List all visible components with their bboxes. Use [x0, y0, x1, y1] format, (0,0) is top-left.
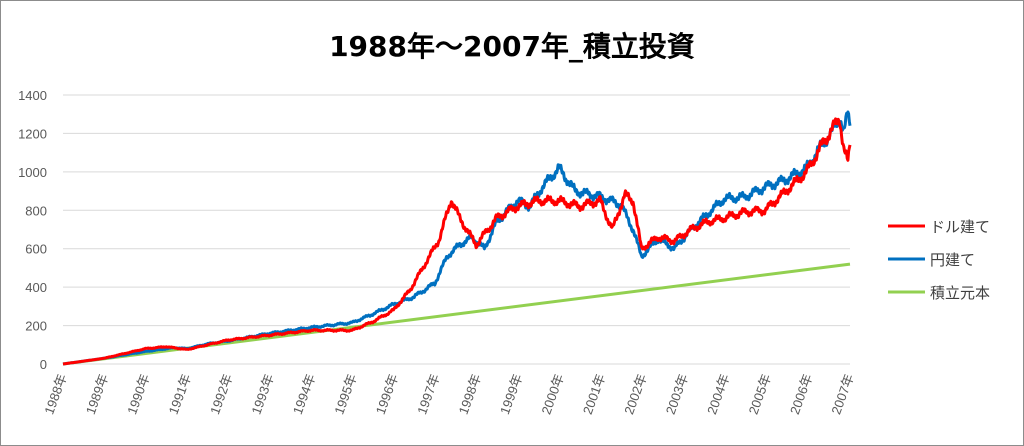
- gridlines: [63, 94, 850, 365]
- legend-label: ドル建て: [930, 218, 990, 236]
- x-tick-label: 2003年: [663, 372, 691, 417]
- y-tick-label: 1000: [18, 165, 47, 180]
- y-tick-label: 1200: [18, 126, 47, 141]
- y-tick-label: 400: [25, 280, 47, 295]
- x-tick-label: 1997年: [414, 372, 442, 417]
- series-line-0: [62, 117, 852, 366]
- series-line-1: [62, 110, 852, 366]
- x-tick-label: 1992年: [207, 372, 235, 417]
- series-lines: [62, 110, 852, 366]
- x-tick-label: 2006年: [787, 372, 815, 417]
- legend-label: 円建て: [930, 251, 975, 269]
- x-tick-label: 1996年: [373, 372, 401, 417]
- chart-title: 1988年～2007年_積立投資: [329, 30, 695, 63]
- x-tick-label: 2001年: [580, 372, 608, 417]
- y-tick-label: 1400: [18, 88, 47, 103]
- legend-label: 積立元本: [930, 284, 990, 302]
- x-tick-label: 1993年: [248, 372, 276, 417]
- x-tick-label: 2004年: [704, 372, 732, 417]
- x-tick-label: 2005年: [746, 372, 774, 417]
- y-tick-label: 200: [25, 319, 47, 334]
- x-tick-label: 1998年: [456, 372, 484, 417]
- x-tick-label: 1988年: [41, 372, 69, 417]
- x-tick-label: 1999年: [497, 372, 525, 417]
- y-tick-label: 0: [40, 357, 47, 372]
- x-tick-label: 2007年: [828, 372, 856, 417]
- x-tick-label: 1990年: [124, 372, 152, 417]
- x-axis-ticks: 1988年 1989年 1990年 1991年 1992年 1993年 1994年 1995年…: [41, 372, 856, 417]
- x-tick-label: 1994年: [290, 372, 318, 417]
- x-tick-label: 1989年: [83, 372, 111, 417]
- x-tick-label: 2002年: [621, 372, 649, 417]
- x-tick-label: 1991年: [166, 372, 194, 417]
- y-tick-label: 600: [25, 242, 47, 257]
- x-tick-label: 2000年: [538, 372, 566, 417]
- x-tick-label: 1995年: [331, 372, 359, 417]
- y-axis-ticks: 0 200 400 600 800 1000 1200 1400: [18, 88, 47, 372]
- y-tick-label: 800: [25, 203, 47, 218]
